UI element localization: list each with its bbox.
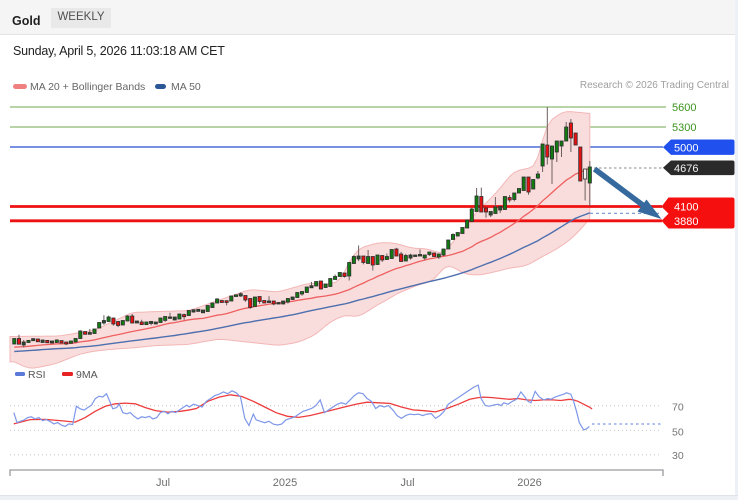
svg-text:Jul: Jul	[156, 477, 170, 489]
svg-text:4676: 4676	[674, 163, 698, 175]
svg-text:30: 30	[672, 450, 684, 462]
svg-text:50: 50	[672, 426, 684, 438]
svg-text:4100: 4100	[674, 202, 698, 214]
svg-text:5600: 5600	[672, 102, 696, 114]
svg-text:70: 70	[672, 402, 684, 414]
svg-text:5000: 5000	[674, 142, 698, 154]
svg-text:5300: 5300	[672, 122, 696, 134]
svg-text:2026: 2026	[517, 477, 541, 489]
svg-text:2025: 2025	[273, 477, 297, 489]
svg-text:3880: 3880	[674, 216, 698, 228]
svg-text:Jul: Jul	[400, 477, 414, 489]
